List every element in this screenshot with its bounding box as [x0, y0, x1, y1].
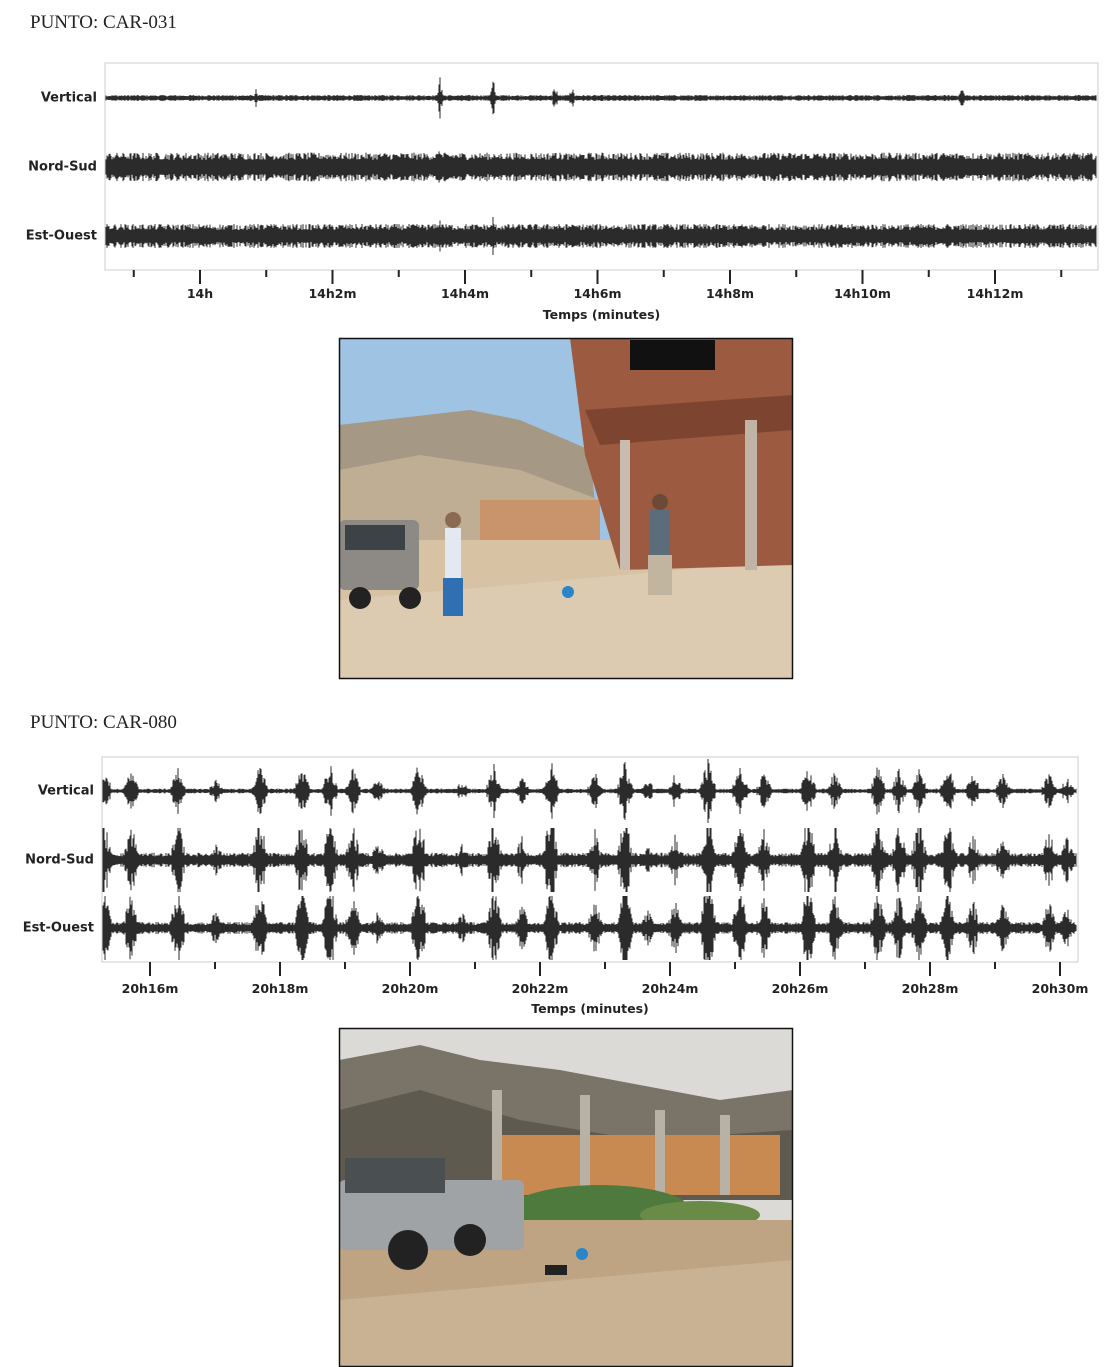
waveform: [105, 217, 1097, 255]
photo-shape: [339, 338, 793, 679]
photo-shape: [454, 1224, 486, 1256]
photo-shape: [562, 586, 574, 598]
photo-shape: [745, 420, 757, 570]
photo-shape: [338, 337, 794, 680]
photo: [338, 1027, 794, 1367]
waveform: [105, 151, 1097, 183]
time-label: 20h20m: [382, 981, 439, 996]
channel-label: Nord-Sud: [25, 853, 94, 868]
section-title: PUNTO: CAR-031: [30, 12, 177, 33]
photo-shape: [576, 1248, 588, 1260]
channel-label: Vertical: [38, 784, 94, 799]
section-title: PUNTO: CAR-080: [30, 712, 177, 733]
time-label: 20h18m: [252, 981, 309, 996]
time-label: 20h24m: [642, 981, 699, 996]
photo-shape: [443, 578, 463, 616]
photo-shape: [492, 1090, 502, 1195]
time-label: 20h26m: [772, 981, 829, 996]
photo-shape: [655, 1110, 665, 1195]
photo-shape: [349, 587, 371, 609]
photo-shape: [445, 512, 461, 528]
photo-shape: [339, 560, 793, 679]
photo-shape: [345, 1158, 445, 1193]
photo-shape: [648, 555, 672, 595]
photo-shape: [650, 510, 670, 555]
waveform: [102, 828, 1077, 892]
time-label: 14h6m: [573, 286, 621, 301]
channel-label: Est-Ouest: [23, 921, 94, 936]
photo-shape: [545, 1265, 567, 1275]
photo: [338, 337, 794, 680]
photo-shape: [345, 525, 405, 550]
time-label: 14h8m: [706, 286, 754, 301]
photo-shape: [620, 440, 630, 570]
channel-label: Nord-Sud: [28, 160, 97, 175]
photo-shape: [339, 1260, 793, 1367]
time-label: 14h4m: [441, 286, 489, 301]
photo-shape: [585, 395, 793, 445]
time-label: 20h28m: [902, 981, 959, 996]
photo-shape: [445, 528, 461, 578]
channel-label: Est-Ouest: [26, 229, 97, 244]
channel-label: Vertical: [41, 91, 97, 106]
photo-shape: [720, 1115, 730, 1195]
time-label: 20h22m: [512, 981, 569, 996]
photo-shape: [388, 1230, 428, 1270]
photo-shape: [399, 587, 421, 609]
time-label: 14h2m: [308, 286, 356, 301]
axis-label: Temps (minutes): [543, 307, 661, 322]
photo-shape: [630, 340, 715, 370]
plot-frame: [101, 756, 1079, 963]
axis-label: Temps (minutes): [531, 1001, 649, 1016]
photo-shape: [652, 494, 668, 510]
photo-shape: [339, 1028, 793, 1367]
time-label: 20h30m: [1032, 981, 1089, 996]
waveform: [102, 896, 1077, 960]
time-label: 14h12m: [967, 286, 1024, 301]
waveform: [105, 77, 1097, 119]
plot-frame: [104, 62, 1099, 271]
photo-shape: [500, 1135, 780, 1195]
waveform: [102, 759, 1077, 823]
time-label: 14h: [187, 286, 213, 301]
time-label: 20h16m: [122, 981, 179, 996]
time-label: 14h10m: [834, 286, 891, 301]
photo-shape: [580, 1095, 590, 1195]
